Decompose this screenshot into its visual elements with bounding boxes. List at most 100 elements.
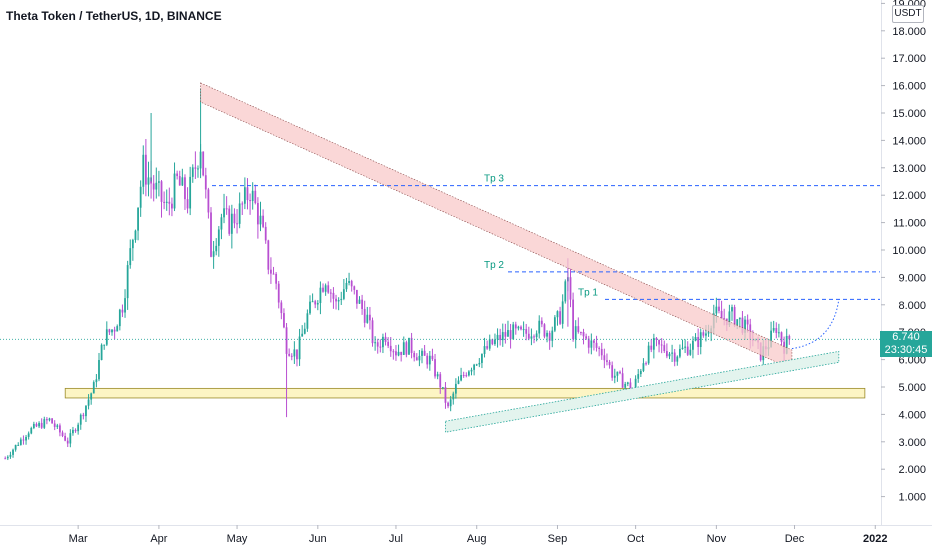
candle-body (686, 346, 689, 355)
price-tick-label: 8.000 (898, 300, 926, 312)
candle-body (197, 168, 199, 170)
time-tick-label: Jul (389, 533, 403, 545)
candle-body (619, 371, 621, 374)
candle-body (694, 336, 697, 341)
candle-body (546, 332, 548, 337)
price-tick-label: 11.000 (893, 218, 926, 230)
candle-body (413, 352, 416, 358)
candle-body (254, 190, 257, 204)
candle-body (82, 414, 85, 417)
candle-body (4, 458, 7, 460)
candle-body (35, 423, 38, 427)
price-tick-label: 2.000 (898, 464, 926, 476)
time-tick-label: Apr (150, 533, 167, 545)
candle-body (650, 345, 653, 350)
price-tick-label: 10.000 (892, 245, 926, 257)
candle-body (395, 351, 397, 356)
candle-body (611, 365, 614, 378)
candle-body (392, 351, 395, 353)
candle-body (270, 269, 272, 274)
candle-body (38, 422, 40, 427)
candle-body (384, 336, 387, 342)
candle-body (488, 339, 491, 349)
candle-body (785, 335, 788, 354)
candle-body (173, 173, 176, 209)
candle-body (129, 248, 132, 266)
candle-body (272, 273, 275, 275)
candle-body (189, 176, 192, 209)
candle-body (355, 289, 358, 304)
candle-body (702, 332, 705, 336)
candle-body (616, 371, 619, 376)
candle-body (126, 265, 129, 299)
candle-body (43, 419, 46, 428)
currency-unit-label[interactable]: USDT (892, 5, 924, 23)
candle-body (32, 423, 35, 429)
candle-body (535, 333, 538, 338)
candle-body (382, 336, 384, 348)
candle-body (165, 201, 168, 203)
candle-body (733, 307, 736, 326)
candle-body (603, 355, 606, 361)
candle-body (139, 186, 142, 208)
candle-body (207, 189, 210, 213)
candle-body (736, 319, 739, 326)
candle-body (606, 360, 608, 362)
candle-body (514, 324, 517, 329)
time-tick-label: Jun (309, 533, 327, 545)
candle-body (40, 422, 43, 428)
candle-body (64, 435, 67, 441)
candle-body (301, 333, 304, 337)
candle-body (652, 338, 655, 350)
candle-body (290, 355, 293, 357)
candle-body (543, 324, 546, 337)
candle-body (645, 363, 647, 365)
candle-body (517, 326, 520, 329)
candle-body (533, 336, 535, 338)
candle-body (27, 433, 30, 437)
candle-body (108, 329, 111, 333)
candle-body (470, 369, 473, 372)
candle-body (718, 306, 720, 311)
candle-body (462, 375, 465, 377)
candle-body (22, 439, 25, 441)
candle-body (697, 336, 700, 347)
candle-body (572, 299, 574, 340)
candle-body (160, 181, 163, 202)
candle-body (499, 334, 502, 341)
candle-body (564, 281, 567, 302)
candle-body (660, 344, 663, 346)
candle-body (181, 177, 184, 186)
candle-body (100, 344, 103, 361)
candle-body (626, 382, 629, 384)
candle-body (679, 348, 681, 357)
support-zone-rect (64, 387, 866, 399)
candle-body (689, 349, 692, 355)
candle-body (559, 311, 561, 324)
candles-layer (4, 88, 791, 461)
candle-body (569, 277, 572, 300)
time-axis[interactable]: Mar Apr May Jun Jul Aug Sep Oct Nov Dec 2022 (69, 525, 888, 545)
candle-body (582, 332, 585, 337)
candle-body (95, 379, 98, 383)
candle-body (66, 440, 69, 444)
candle-body (241, 203, 244, 205)
candle-body (777, 332, 780, 334)
candle-body (770, 330, 772, 348)
time-tick-label: Oct (627, 533, 644, 545)
candle-body (525, 329, 528, 334)
candle-body (788, 335, 791, 340)
candle-body (405, 342, 408, 355)
candle-body (530, 336, 533, 339)
candle-body (329, 292, 332, 294)
candle-body (780, 332, 783, 342)
candle-body (246, 187, 249, 201)
candle-body (421, 350, 423, 356)
candle-body (371, 320, 374, 344)
candle-body (439, 374, 442, 388)
candle-body (580, 331, 582, 333)
candle-body (501, 332, 504, 341)
candle-body (142, 154, 145, 187)
candle-body (415, 357, 418, 361)
